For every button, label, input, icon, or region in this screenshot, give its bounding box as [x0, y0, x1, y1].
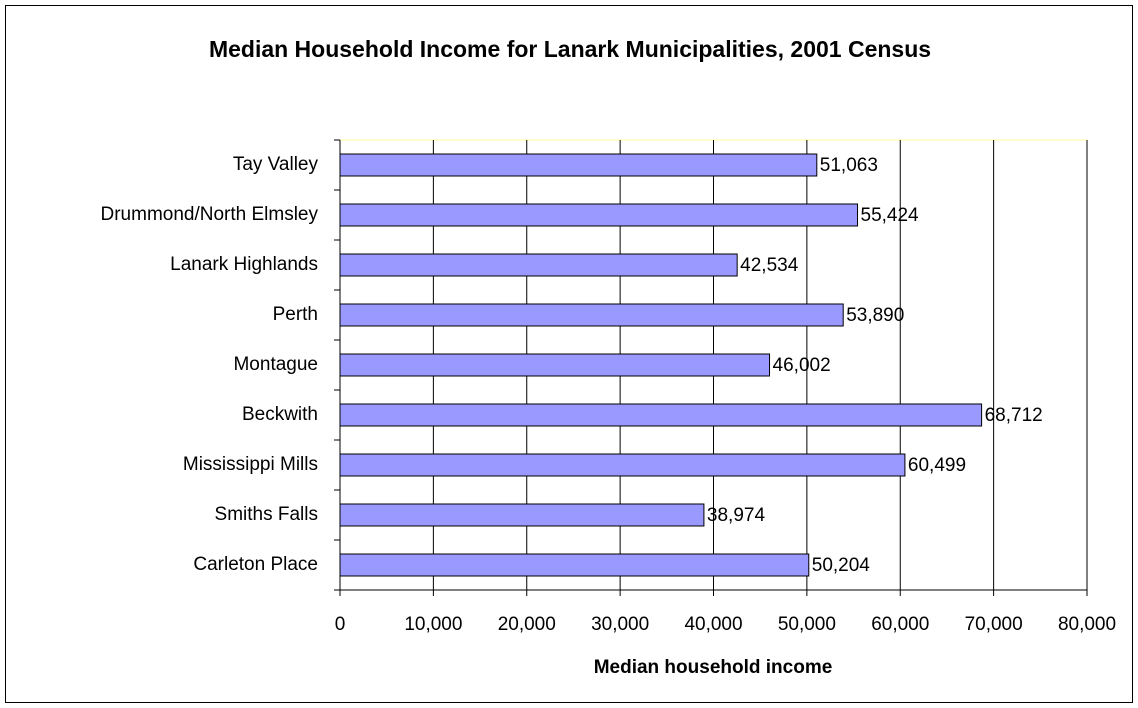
x-tick-label: 40,000	[684, 614, 742, 635]
value-label: 42,534	[740, 255, 799, 276]
chart-border	[5, 5, 1133, 703]
x-tick-label: 0	[335, 614, 346, 635]
value-label: 68,712	[985, 405, 1043, 426]
y-tick-label: Tay Valley	[233, 154, 319, 175]
x-tick-label: 50,000	[778, 614, 836, 635]
bar	[339, 403, 983, 427]
bar	[339, 203, 859, 227]
bar	[339, 253, 738, 277]
x-tick-label: 70,000	[965, 614, 1023, 635]
bar	[339, 303, 844, 327]
bar	[339, 503, 705, 527]
y-tick-label: Carleton Place	[193, 554, 318, 575]
bar	[339, 453, 906, 477]
y-tick-label: Montague	[233, 354, 318, 375]
value-label: 60,499	[908, 455, 966, 476]
bar	[339, 353, 771, 377]
x-tick-label: 10,000	[404, 614, 462, 635]
y-tick-label: Mississippi Mills	[183, 454, 318, 475]
value-label: 46,002	[773, 355, 831, 376]
chart-title: Median Household Income for Lanark Munic…	[208, 36, 932, 62]
y-tick-label: Perth	[273, 304, 318, 325]
value-label: 53,890	[846, 305, 904, 326]
bar	[339, 153, 818, 177]
value-label: 51,063	[820, 155, 878, 176]
bar	[339, 553, 810, 577]
x-tick-label: 80,000	[1058, 614, 1116, 635]
value-label: 55,424	[861, 205, 920, 226]
value-label: 38,974	[707, 505, 766, 526]
x-tick-label: 60,000	[871, 614, 929, 635]
x-tick-label: 30,000	[591, 614, 649, 635]
y-tick-label: Smiths Falls	[215, 504, 318, 525]
x-tick-label: 20,000	[498, 614, 556, 635]
y-tick-label: Drummond/North Elmsley	[101, 204, 319, 225]
x-axis-label: Median household income	[594, 657, 833, 678]
y-tick-label: Lanark Highlands	[170, 254, 318, 275]
y-tick-label: Beckwith	[242, 404, 318, 425]
value-label: 50,204	[812, 555, 871, 576]
